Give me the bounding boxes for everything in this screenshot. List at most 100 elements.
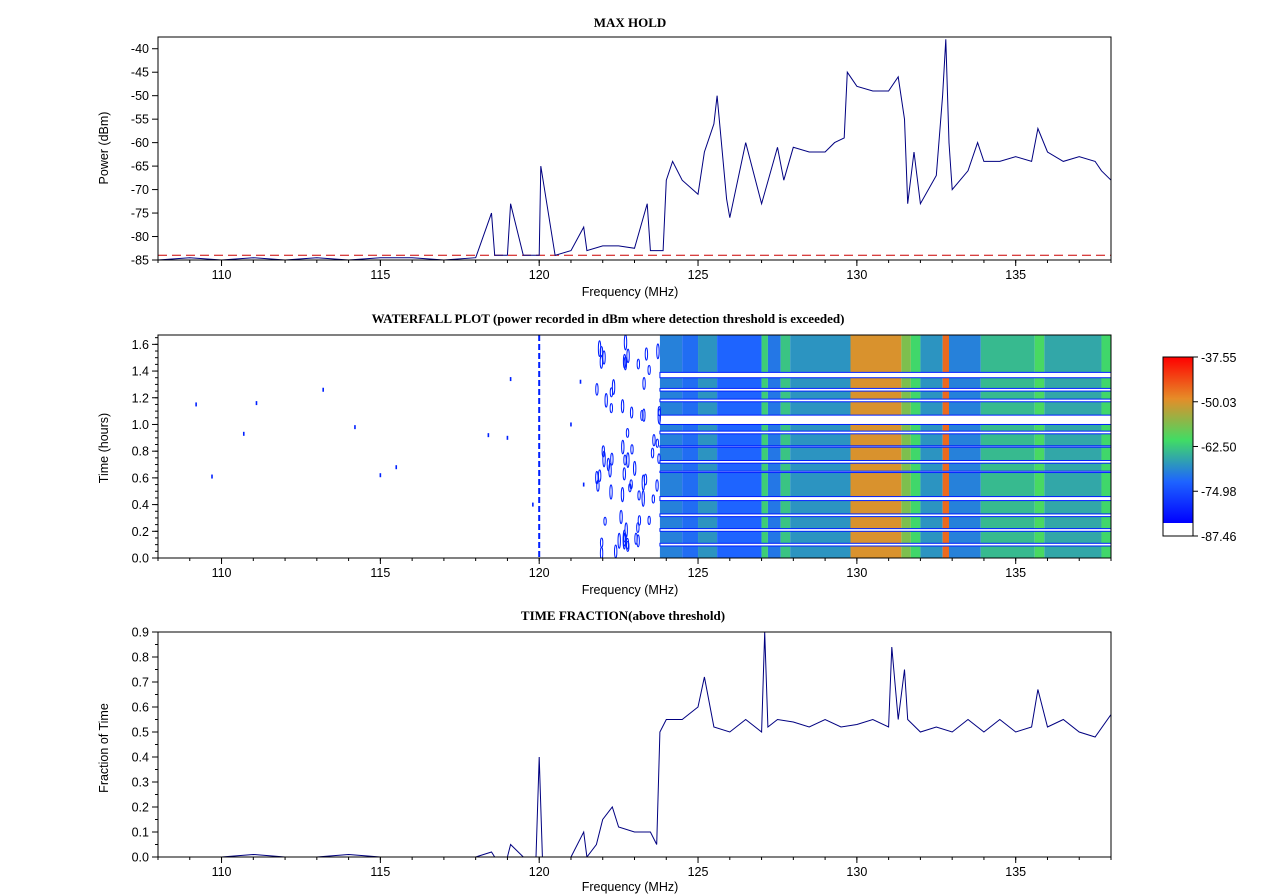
y-tick-label: 0.7	[132, 676, 149, 690]
x-tick-label: 135	[1005, 268, 1026, 282]
time-fraction-panel: TIME FRACTION(above threshold) 0.0 0.1 0.2…	[97, 608, 1112, 894]
time-fraction-title: TIME FRACTION(above threshold)	[521, 608, 725, 623]
waterfall-detection-blob	[641, 474, 646, 491]
waterfall-gap	[659, 371, 1111, 379]
waterfall-detection-blob	[656, 343, 660, 360]
max-hold-yticks: -40 -45 -50 -55 -60 -65 -70 -75 -80 -85	[131, 42, 158, 268]
time-fraction-xticks: 110 115 120 125 130 135	[157, 857, 1112, 879]
colorbar: -37.55 -50.03 -62.50 -74.98 -87.46	[1162, 351, 1236, 544]
waterfall-detection-blob	[657, 453, 661, 465]
x-tick-label: 135	[1005, 566, 1026, 580]
waterfall-detection-point	[354, 425, 356, 430]
waterfall-detection-blob	[626, 452, 630, 468]
y-tick-label: 0.0	[132, 552, 149, 566]
waterfall-detection-blob	[599, 537, 604, 548]
waterfall-detection-blob	[637, 515, 642, 526]
waterfall-detection-blob	[602, 350, 606, 365]
waterfall-detection-point	[532, 502, 534, 507]
waterfall-title: WATERFALL PLOT (power recorded in dBm wh…	[372, 311, 845, 326]
waterfall-detection-blob	[652, 434, 656, 447]
max-hold-xticks: 110 115 120 125 130 135	[157, 260, 1112, 282]
y-tick-label: -75	[131, 207, 149, 221]
waterfall-detection-point	[506, 435, 509, 440]
x-tick-label: 110	[212, 865, 232, 879]
waterfall-detection-blob	[622, 532, 627, 550]
y-tick-label: 0.0	[132, 851, 149, 865]
waterfall-detection-blob	[620, 399, 625, 414]
waterfall-detection-blob	[637, 490, 641, 501]
waterfall-detection-blob	[609, 403, 614, 414]
waterfall-detection-blob	[647, 515, 651, 526]
waterfall-detection-blob	[608, 462, 612, 478]
x-tick-label: 130	[846, 566, 867, 580]
waterfall-detection-blob	[641, 490, 645, 507]
y-tick-label: -70	[131, 183, 149, 197]
waterfall-detection-blob	[630, 444, 634, 455]
max-hold-ylabel: Power (dBm)	[97, 112, 111, 185]
waterfall-detection-point	[195, 402, 197, 407]
waterfall-detection-blob	[595, 383, 599, 396]
x-tick-label: 125	[688, 566, 709, 580]
waterfall-detection-blob	[624, 522, 628, 538]
waterfall-detection-blob	[625, 427, 630, 438]
x-tick-label: 125	[688, 865, 709, 879]
waterfall-detection-blob	[632, 460, 637, 476]
y-tick-label: 1.4	[132, 365, 149, 379]
colorbar-tick-label: -50.03	[1201, 396, 1236, 410]
y-tick-label: -55	[131, 113, 149, 127]
waterfall-detection-point	[395, 465, 398, 470]
x-tick-label: 125	[688, 268, 709, 282]
waterfall-gap	[659, 430, 1111, 435]
waterfall-detection-blob	[617, 532, 621, 549]
waterfall-detection-blob	[621, 439, 625, 455]
colorbar-below-threshold	[1163, 523, 1193, 536]
waterfall-detection-blob	[657, 405, 662, 417]
waterfall-detection-blob	[613, 544, 618, 558]
waterfall-ylabel: Time (hours)	[97, 413, 111, 483]
waterfall-detection-point	[487, 433, 490, 438]
y-tick-label: 0.6	[132, 701, 149, 715]
waterfall-detection-blob	[619, 509, 623, 525]
x-tick-label: 130	[846, 865, 867, 879]
waterfall-detection-blob	[609, 484, 613, 500]
waterfall-gap	[659, 496, 1111, 502]
waterfall-detection-blob	[644, 347, 649, 361]
max-hold-title: MAX HOLD	[594, 15, 667, 30]
waterfall-detection-blob	[628, 483, 632, 493]
y-tick-label: -50	[131, 89, 149, 103]
waterfall-gap	[659, 387, 1111, 392]
y-tick-label: -80	[131, 230, 149, 244]
waterfall-gap	[659, 513, 1111, 518]
colorbar-tick-label: -74.98	[1201, 485, 1236, 499]
y-tick-label: 0.8	[132, 445, 149, 459]
waterfall-detection-blob	[611, 379, 616, 395]
colorbar-ticks: -37.55 -50.03 -62.50 -74.98 -87.46	[1193, 351, 1236, 544]
x-tick-label: 120	[529, 865, 550, 879]
max-hold-trace	[158, 39, 1111, 260]
y-tick-label: 1.0	[132, 418, 149, 432]
y-tick-label: -60	[131, 136, 149, 150]
y-tick-label: 0.6	[132, 471, 149, 485]
x-tick-label: 130	[846, 268, 867, 282]
colorbar-gradient	[1163, 357, 1193, 523]
y-tick-label: -45	[131, 66, 149, 80]
waterfall-detection-point	[322, 387, 324, 392]
waterfall-panel: WATERFALL PLOT (power recorded in dBm wh…	[97, 311, 1236, 597]
waterfall-detection-blob	[622, 353, 627, 369]
waterfall-detection-blob	[599, 355, 604, 369]
y-tick-label: 0.1	[132, 826, 149, 840]
waterfall-detection-blob	[599, 345, 604, 357]
waterfall-gap	[659, 414, 1111, 425]
y-tick-label: 0.2	[132, 525, 149, 539]
x-tick-label: 135	[1005, 865, 1026, 879]
waterfall-gap	[659, 398, 1111, 403]
waterfall-detection-blob	[655, 479, 659, 492]
waterfall-detection-point	[570, 422, 572, 427]
colorbar-tick-label: -62.50	[1201, 440, 1236, 454]
waterfall-detection-blob	[651, 494, 656, 504]
waterfall-gap	[659, 445, 1111, 448]
y-tick-label: 1.2	[132, 391, 149, 405]
waterfall-detection-blob	[657, 408, 661, 425]
waterfall-detection-blob	[623, 335, 628, 351]
waterfall-gap	[659, 460, 1111, 464]
